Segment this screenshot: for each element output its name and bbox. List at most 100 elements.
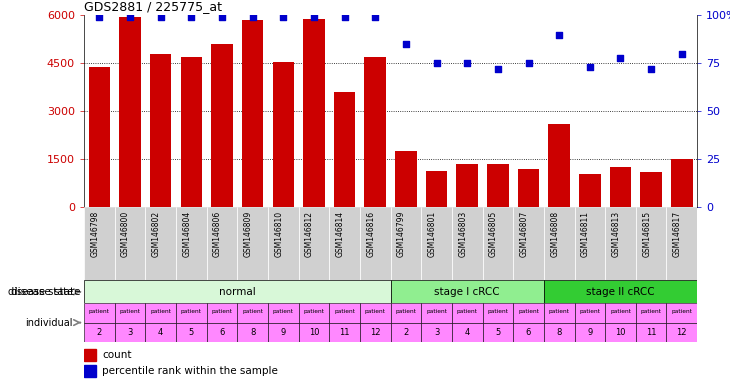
Text: GSM146812: GSM146812	[305, 211, 314, 257]
Text: disease state: disease state	[8, 287, 73, 297]
Bar	[84, 303, 115, 323]
Text: stage I cRCC: stage I cRCC	[434, 287, 500, 297]
Bar	[666, 303, 697, 323]
Text: 6: 6	[219, 328, 225, 337]
Bar	[452, 303, 483, 323]
Bar	[145, 207, 176, 280]
Text: GSM146811: GSM146811	[581, 211, 590, 257]
Bar	[115, 323, 145, 342]
Bar	[180, 57, 202, 207]
Bar	[395, 151, 417, 207]
Bar	[329, 303, 360, 323]
Bar	[145, 323, 176, 342]
Point	[155, 14, 166, 20]
Text: patient: patient	[334, 310, 355, 314]
Bar	[84, 207, 115, 280]
Bar	[426, 170, 447, 207]
Point	[523, 60, 534, 66]
Text: 8: 8	[250, 328, 256, 337]
Text: GSM146804: GSM146804	[182, 211, 191, 257]
Bar	[268, 303, 299, 323]
Text: 8: 8	[556, 328, 562, 337]
Bar	[544, 207, 575, 280]
Bar	[636, 207, 666, 280]
Bar	[518, 169, 539, 207]
Point	[676, 51, 688, 57]
Bar	[84, 349, 96, 361]
Bar	[211, 44, 233, 207]
Text: 9: 9	[587, 328, 593, 337]
Text: GSM146817: GSM146817	[673, 211, 682, 257]
Bar	[452, 323, 483, 342]
Point	[216, 14, 228, 20]
Point	[93, 14, 105, 20]
Bar	[268, 207, 299, 280]
Point	[124, 14, 136, 20]
Text: patient: patient	[150, 310, 171, 314]
Bar	[176, 303, 207, 323]
Text: 3: 3	[434, 328, 439, 337]
Bar	[237, 303, 268, 323]
Bar	[544, 303, 575, 323]
Bar	[575, 303, 605, 323]
Bar	[513, 207, 544, 280]
Bar	[242, 20, 264, 207]
Text: 5: 5	[188, 328, 194, 337]
Text: patient: patient	[365, 310, 385, 314]
Text: 6: 6	[526, 328, 531, 337]
Text: patient: patient	[242, 310, 263, 314]
Text: 3: 3	[127, 328, 133, 337]
Text: GSM146805: GSM146805	[489, 211, 498, 257]
Text: patient: patient	[212, 310, 232, 314]
Text: patient: patient	[610, 310, 631, 314]
Bar	[513, 323, 544, 342]
Text: GSM146809: GSM146809	[244, 211, 253, 257]
Bar	[548, 124, 570, 207]
Point	[185, 14, 197, 20]
Bar	[268, 323, 299, 342]
Text: 9: 9	[280, 328, 286, 337]
Text: normal: normal	[219, 287, 256, 297]
Bar	[487, 164, 509, 207]
Text: 12: 12	[370, 328, 380, 337]
Text: patient: patient	[426, 310, 447, 314]
Bar	[671, 159, 693, 207]
Text: patient: patient	[273, 310, 293, 314]
Point	[339, 14, 350, 20]
Bar	[391, 280, 544, 303]
Bar	[88, 66, 110, 207]
Text: 11: 11	[646, 328, 656, 337]
Bar	[666, 207, 697, 280]
Bar	[299, 323, 329, 342]
Bar	[421, 303, 452, 323]
Text: GSM146815: GSM146815	[642, 211, 651, 257]
Bar	[84, 280, 391, 303]
Text: 2: 2	[96, 328, 102, 337]
Point	[369, 14, 381, 20]
Bar	[115, 303, 145, 323]
Text: patient: patient	[457, 310, 477, 314]
Bar	[610, 167, 631, 207]
Bar	[636, 323, 666, 342]
Bar	[421, 323, 452, 342]
Text: patient: patient	[672, 310, 692, 314]
Bar	[272, 62, 294, 207]
Text: patient: patient	[89, 310, 110, 314]
Bar	[636, 303, 666, 323]
Bar	[544, 323, 575, 342]
Bar	[303, 18, 325, 207]
Bar	[391, 207, 421, 280]
Bar	[176, 207, 207, 280]
Point	[615, 55, 626, 61]
Bar	[207, 323, 237, 342]
Text: GSM146807: GSM146807	[520, 211, 529, 257]
Text: GSM146813: GSM146813	[612, 211, 620, 257]
Text: GSM146810: GSM146810	[274, 211, 283, 257]
Bar	[483, 303, 513, 323]
Bar	[207, 303, 237, 323]
Text: GSM146800: GSM146800	[121, 211, 130, 257]
Text: percentile rank within the sample: percentile rank within the sample	[102, 366, 278, 376]
Bar	[329, 323, 360, 342]
Text: 11: 11	[339, 328, 350, 337]
Bar	[334, 92, 356, 207]
